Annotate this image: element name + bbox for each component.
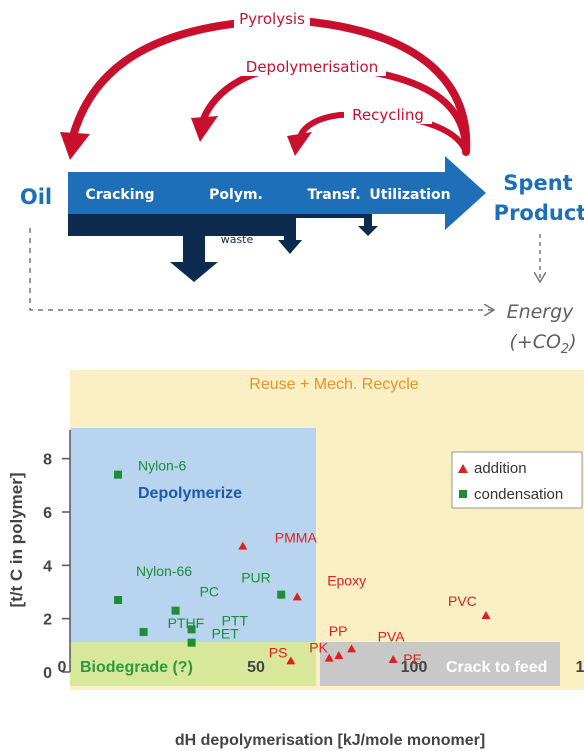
- depolymerisation-label: Depolymerisation: [246, 58, 378, 76]
- point-epoxy: [292, 592, 302, 601]
- recycling-label: Recycling: [352, 106, 424, 124]
- point-pk: [324, 653, 334, 662]
- point-label-pe: PE: [403, 651, 422, 667]
- point-pur: [277, 590, 286, 599]
- point-label-pmma: PMMA: [275, 530, 318, 546]
- x-tick-label: 1: [576, 659, 584, 676]
- point-label-pva: PVA: [378, 628, 406, 644]
- waste-label: waste: [221, 233, 254, 246]
- recycling-arrowhead: [287, 132, 312, 156]
- oil-to-energy-dashed: [29, 228, 494, 310]
- y-tick-label: 0: [43, 665, 52, 682]
- y-tick-label: 2: [43, 612, 52, 629]
- point-pc: [171, 606, 180, 615]
- process-flow-diagram: Pyrolysis Depolymerisation Recycling was…: [20, 8, 584, 357]
- zone-reuse-label: Reuse + Mech. Recycle: [249, 376, 419, 393]
- waste-stream: [68, 200, 378, 282]
- point-pthf: [139, 628, 148, 636]
- point-label-pthf: PTHF: [168, 615, 205, 631]
- legend-addition-label: addition: [474, 460, 527, 477]
- stage-utilization: Utilization: [369, 187, 450, 203]
- legend-addition-marker: [458, 464, 468, 473]
- stage-transf: Transf.: [307, 187, 360, 203]
- point-label-ptt: PTT: [222, 612, 249, 628]
- point-ps: [286, 656, 296, 665]
- legend-box: [451, 451, 583, 509]
- point-nylon-6: [114, 470, 122, 479]
- point-label-pur: PUR: [241, 570, 271, 586]
- y-tick-label: 6: [43, 505, 52, 522]
- point-ptt: [187, 625, 196, 634]
- legend-condensation-marker: [459, 490, 467, 498]
- stage-polym: Polym.: [209, 187, 263, 203]
- point-pet: [187, 638, 196, 647]
- zone-crack-label: Crack to feed: [446, 659, 547, 676]
- point-label-pc: PC: [200, 584, 219, 600]
- x-tick-label: 50: [247, 659, 265, 676]
- spent-label: Spent: [503, 171, 572, 195]
- zone-biodegrade-label: Biodegrade (?): [80, 659, 193, 676]
- zone-biodegrade: [70, 642, 316, 686]
- point-label-ps: PS: [269, 644, 288, 660]
- depolymerisation-arrowhead: [191, 116, 218, 142]
- point-nylon-66: [114, 596, 122, 604]
- zone-crack: [320, 642, 560, 686]
- point-pmma: [238, 541, 248, 550]
- x-tick-label: 100: [401, 659, 428, 676]
- y-axis-label: [t/t C in polymer]: [7, 472, 26, 607]
- point-label-pet: PET: [212, 626, 240, 642]
- stage-cracking: Cracking: [85, 187, 154, 203]
- depolymerisation-chart: Reuse + Mech. Recycle Depolymerize Biode…: [7, 370, 584, 749]
- main-process-arrow: [68, 156, 486, 230]
- pyrolysis-arc: [68, 15, 471, 156]
- zone-depolymerize-label: Depolymerize: [138, 485, 242, 502]
- point-label-nylon-6: Nylon-6: [138, 458, 186, 474]
- point-label-pvc: PVC: [448, 593, 477, 609]
- point-label-nylon-66: Nylon-66: [136, 563, 192, 579]
- energy-label: Energy: [507, 301, 575, 323]
- legend: addition condensation: [451, 451, 583, 509]
- point-label-pk: PK: [309, 640, 328, 656]
- point-label-pp: PP: [329, 623, 348, 639]
- y-tick-label: 4: [43, 558, 52, 575]
- point-pe: [388, 655, 398, 663]
- point-pva: [347, 644, 357, 653]
- energy-co2-label: (+CO2): [509, 331, 576, 357]
- legend-condensation-label: condensation: [474, 486, 563, 503]
- oil-label: Oil: [20, 185, 52, 209]
- x-axis-label: dH depolymerisation [kJ/mole monomer]: [175, 732, 485, 749]
- point-label-epoxy: Epoxy: [327, 572, 366, 588]
- point-pp: [334, 651, 344, 659]
- y-tick-label: 8: [43, 452, 52, 469]
- point-pvc: [481, 611, 491, 619]
- product-label: Product: [494, 201, 584, 225]
- pyrolysis-arrowhead: [60, 132, 90, 160]
- pyrolysis-label: Pyrolysis: [239, 10, 305, 28]
- x-tick-label: 0: [58, 659, 67, 676]
- zone-depolymerize: [70, 428, 316, 642]
